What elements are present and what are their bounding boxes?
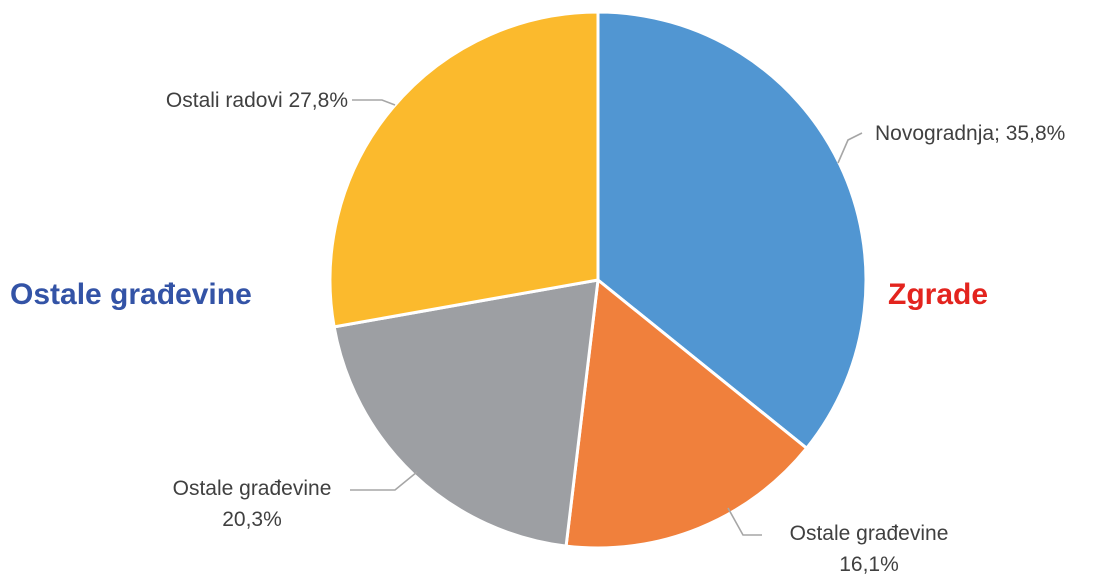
pie-slice-novogradnja <box>596 10 868 450</box>
leader-line-ostali-radovi <box>352 99 396 106</box>
slice-label-ostali-radovi: Ostali radovi 27,8% <box>166 89 348 112</box>
slice-value-ostale-gradevine-16: 16,1% <box>839 553 899 575</box>
slice-label-novogradnja: Novogradnja; 35,8% <box>875 122 1065 145</box>
leader-line-ostale-gradevine-16 <box>727 507 762 536</box>
group-label-ostale-gradevine: Ostale građevine <box>10 278 252 311</box>
pie-slice-ostali-radovi <box>328 10 600 329</box>
slice-label-ostale-gradevine-20: Ostale građevine <box>173 477 332 500</box>
leader-line-novogradnja <box>837 132 863 164</box>
slice-value-ostale-gradevine-20: 20,3% <box>222 508 282 531</box>
pie-slice-ostale-gradevine-16 <box>564 278 809 550</box>
slices-layer <box>328 10 868 550</box>
leader-line-ostale-gradevine-20 <box>350 471 418 491</box>
group-label-zgrade: Zgrade <box>888 278 988 311</box>
slice-label-ostale-gradevine-16: Ostale građevine <box>790 522 949 545</box>
